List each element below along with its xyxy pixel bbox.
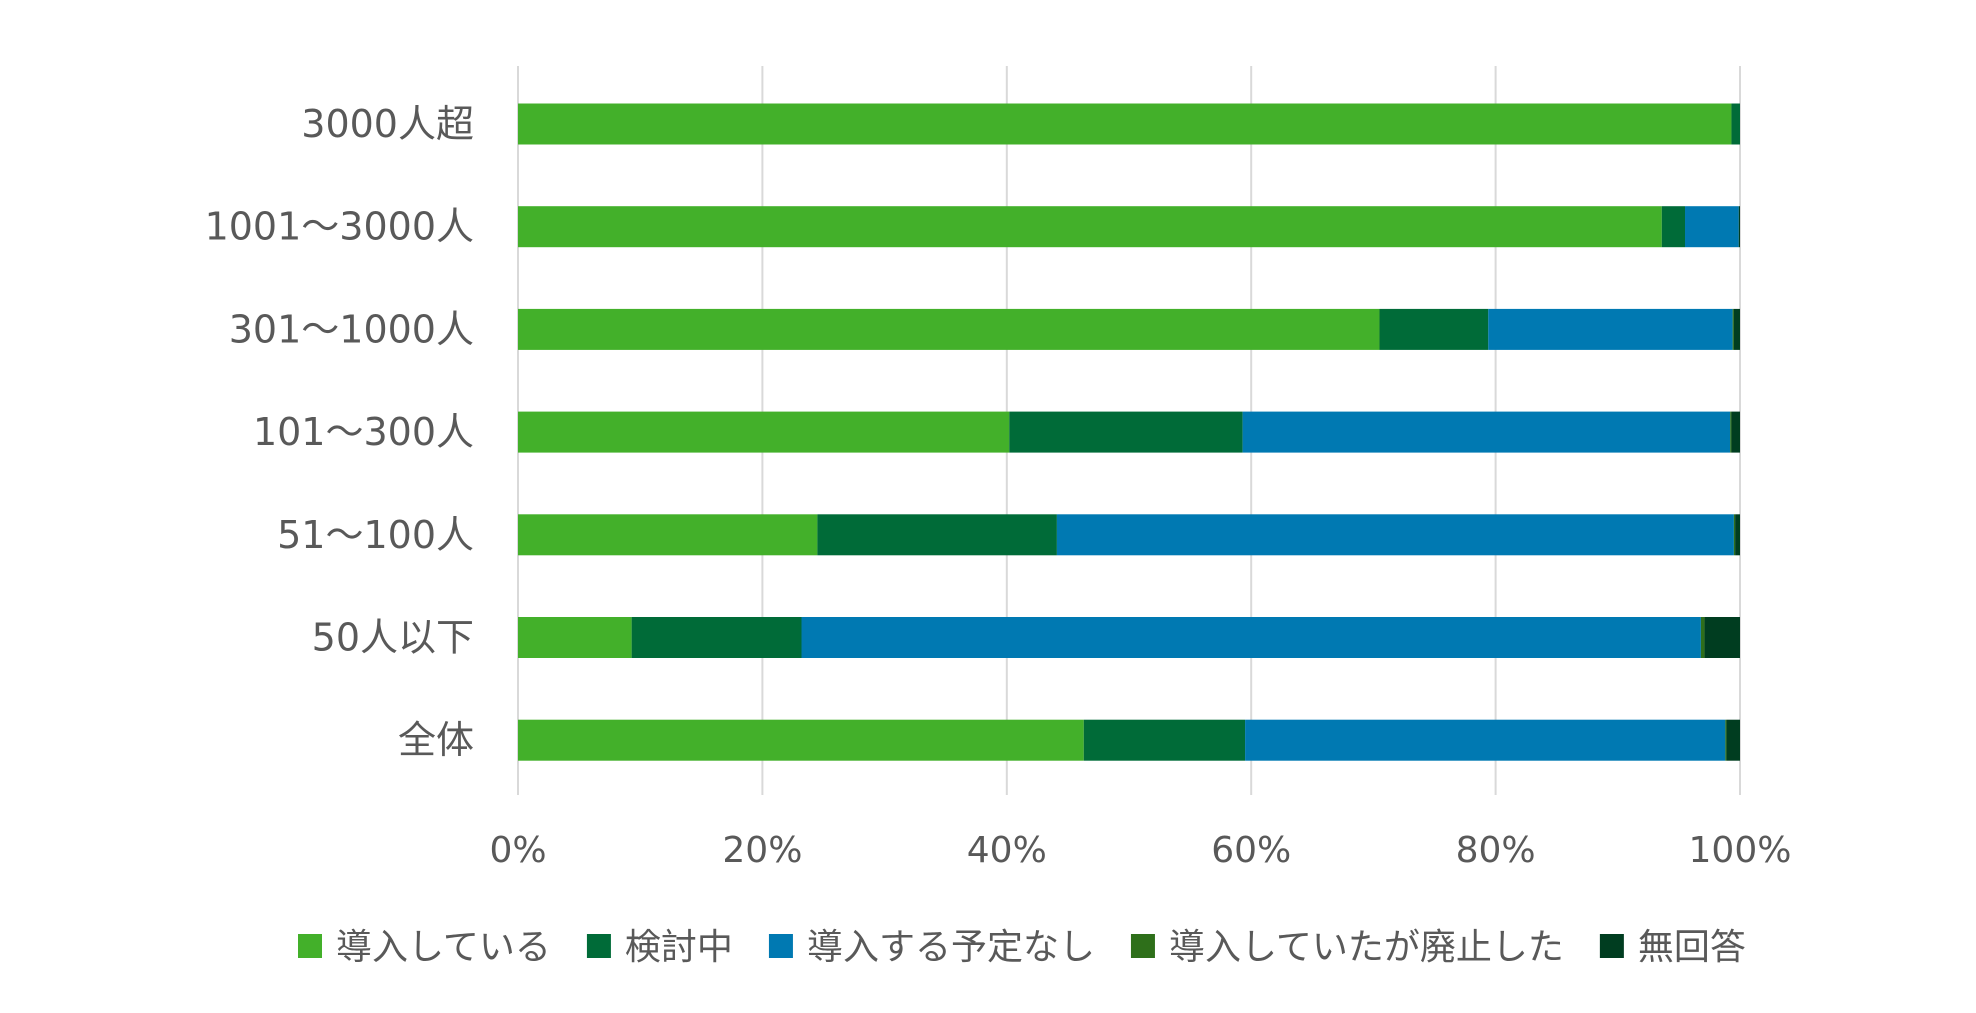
x-tick-label: 20% xyxy=(722,830,802,871)
bar-segment xyxy=(1083,719,1246,761)
legend-swatch xyxy=(1130,934,1155,958)
bar-segment xyxy=(518,206,1662,248)
bar-segment xyxy=(1700,617,1705,658)
legend-item: 導入している xyxy=(298,927,551,968)
legend-swatch xyxy=(1599,934,1624,958)
legend-item: 導入していたが廃止した xyxy=(1130,927,1564,968)
bar-segment xyxy=(1661,206,1686,248)
x-tick-label: 0% xyxy=(489,830,546,871)
category-label: 50人以下 xyxy=(312,616,474,660)
bar-segment xyxy=(1245,719,1726,761)
bar-segment xyxy=(1731,411,1740,453)
bar-segment xyxy=(1009,411,1243,453)
legend-swatch xyxy=(298,934,322,958)
category-label: 301～1000人 xyxy=(229,307,474,351)
bar-segment xyxy=(1730,411,1732,453)
legend-item: 検討中 xyxy=(586,927,733,968)
legend-label: 検討中 xyxy=(625,927,733,968)
bar-segment xyxy=(1704,617,1740,658)
bar-segment xyxy=(518,719,1084,761)
bar-segment xyxy=(801,617,1701,658)
bar-segment xyxy=(1488,308,1733,350)
bar-segment xyxy=(817,514,1057,556)
x-tick-label: 60% xyxy=(1211,830,1291,871)
legend-label: 無回答 xyxy=(1638,927,1746,968)
bar-segment xyxy=(1731,103,1740,145)
bar-segment xyxy=(631,617,802,658)
bar-segment xyxy=(1738,206,1740,248)
category-label: 51～100人 xyxy=(277,513,474,557)
bar-segment xyxy=(518,103,1732,145)
bar-segment xyxy=(1735,514,1740,556)
bar-segment xyxy=(518,514,818,556)
legend-label: 導入している xyxy=(336,927,551,968)
category-label: 101～300人 xyxy=(253,410,474,454)
x-axis-tick-labels: 0% 20% 40% 60% 80% 100% xyxy=(489,830,1791,871)
legend-item: 導入する予定なし xyxy=(768,927,1095,968)
category-label: 1001～3000人 xyxy=(205,205,474,249)
x-tick-label: 80% xyxy=(1456,830,1536,871)
bar-segment xyxy=(1685,206,1739,248)
bar-segment xyxy=(1242,411,1731,453)
category-label: 3000人超 xyxy=(301,102,474,146)
bar-segment xyxy=(1056,514,1734,556)
bar-segment xyxy=(518,411,1010,453)
bar-series xyxy=(518,103,1740,761)
legend-swatch xyxy=(768,934,793,958)
legend-label: 導入していたが廃止した xyxy=(1169,927,1564,968)
legend-item: 無回答 xyxy=(1599,927,1746,968)
category-label: 全体 xyxy=(398,718,474,762)
bar-segment xyxy=(1379,308,1489,350)
bar-segment xyxy=(518,617,632,658)
x-tick-label: 40% xyxy=(967,830,1047,871)
bar-segment xyxy=(1726,719,1740,761)
x-tick-label: 100% xyxy=(1689,830,1792,871)
legend-label: 導入する予定なし xyxy=(807,927,1095,968)
bar-segment xyxy=(1732,308,1734,350)
legend: 導入している 検討中 導入する予定なし 導入していたが廃止した 無回答 xyxy=(298,927,1746,968)
bar-segment xyxy=(1725,719,1727,761)
legend-swatch xyxy=(586,934,611,958)
bar-segment xyxy=(1733,514,1736,556)
bar-segment xyxy=(1733,308,1740,350)
bar-segment xyxy=(518,308,1380,350)
category-labels: 3000人超 1001～3000人 301～1000人 101～300人 51～100人… xyxy=(205,102,474,762)
